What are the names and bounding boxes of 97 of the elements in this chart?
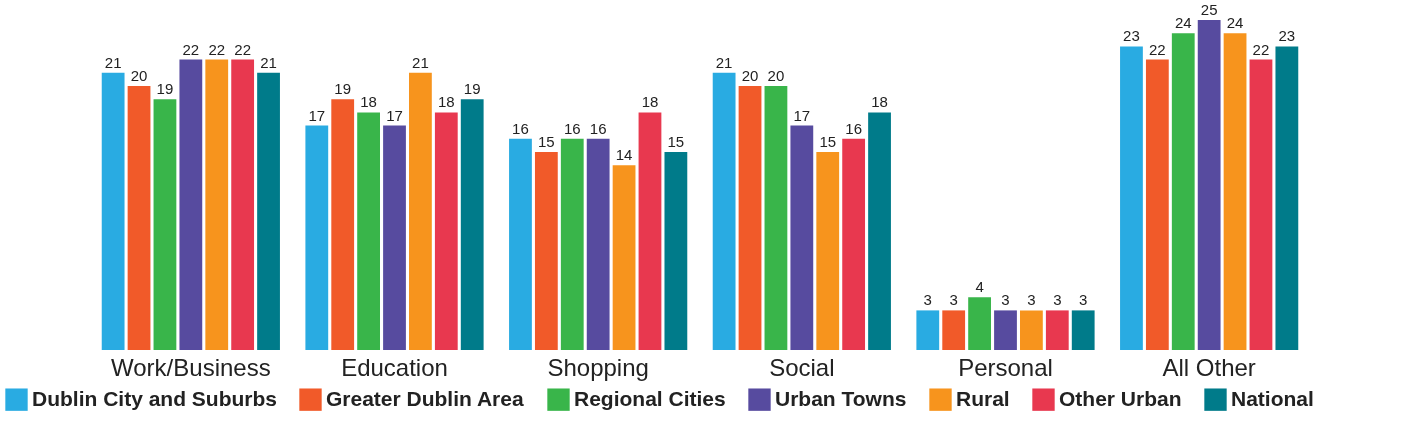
bar	[842, 138, 866, 350]
data-label: 21	[715, 53, 733, 71]
bar	[383, 125, 406, 350]
bar	[257, 72, 280, 350]
bar	[1223, 33, 1247, 350]
data-label: 18	[360, 93, 377, 111]
bar	[664, 152, 688, 350]
data-label: 22	[234, 40, 251, 58]
bar	[1197, 20, 1221, 350]
data-label: 23	[1278, 27, 1296, 45]
legend-label: Other Urban	[1059, 386, 1182, 410]
bar	[331, 99, 355, 350]
data-label: 3	[1079, 291, 1088, 309]
data-label: 15	[819, 133, 837, 150]
data-label: 15	[538, 133, 555, 150]
data-label: 17	[793, 106, 811, 124]
bar	[586, 138, 610, 350]
bar	[738, 86, 762, 350]
bar	[1045, 310, 1069, 350]
data-label: 16	[589, 119, 607, 137]
data-label: 17	[308, 106, 326, 124]
bar	[534, 152, 558, 350]
data-label: 16	[845, 119, 862, 137]
data-label: 14	[615, 146, 633, 164]
data-label: 15	[667, 133, 685, 150]
bar	[1249, 59, 1273, 350]
data-label: 18	[641, 93, 659, 111]
data-label: 18	[437, 93, 455, 111]
bar	[942, 310, 966, 350]
bar	[560, 138, 584, 350]
bar	[460, 99, 484, 350]
legend-label: Urban Towns	[775, 386, 907, 410]
data-label: 20	[741, 67, 759, 84]
x-tick-label: Shopping	[547, 353, 649, 381]
bar	[1020, 310, 1043, 350]
legend-label: Rural	[956, 386, 1010, 410]
bar	[868, 112, 891, 350]
bar	[994, 310, 1017, 350]
bar	[305, 125, 329, 350]
bar	[1171, 33, 1195, 350]
bar	[127, 86, 151, 350]
bar	[231, 59, 255, 350]
data-label: 3	[1053, 291, 1062, 309]
bar	[1275, 46, 1299, 350]
data-label: 3	[1001, 291, 1010, 309]
bar	[612, 165, 636, 350]
data-label: 18	[871, 93, 888, 111]
legend-label: Dublin City and Suburbs	[32, 386, 277, 410]
data-label: 3	[949, 291, 958, 309]
bar	[179, 59, 203, 350]
bar	[357, 112, 380, 350]
bar	[434, 112, 458, 350]
bar	[764, 86, 788, 350]
data-label: 3	[1027, 291, 1036, 309]
bar	[1071, 310, 1095, 350]
x-tick-label: Personal	[958, 353, 1053, 381]
data-label: 3	[923, 291, 932, 309]
legend-label: Regional Cities	[574, 386, 726, 410]
data-label: 25	[1200, 1, 1218, 18]
bar	[153, 99, 177, 350]
bar	[409, 72, 432, 350]
data-label: 17	[386, 106, 403, 124]
bar	[205, 59, 229, 350]
data-label: 23	[1123, 27, 1140, 45]
data-label: 22	[1149, 40, 1166, 58]
bar	[638, 112, 662, 350]
data-label: 19	[156, 80, 174, 98]
bar	[712, 72, 736, 350]
x-tick-label: All Other	[1162, 353, 1256, 381]
bar	[790, 125, 814, 350]
bar	[1120, 46, 1143, 350]
data-label: 21	[104, 53, 122, 71]
x-tick-label: Work/Business	[111, 353, 271, 381]
data-label: 19	[334, 80, 352, 98]
bar	[509, 138, 532, 350]
bar	[1145, 59, 1169, 350]
data-label: 19	[463, 80, 481, 98]
data-label: 22	[208, 40, 226, 58]
data-label: 20	[130, 67, 148, 84]
data-label: 24	[1174, 14, 1192, 32]
bar	[101, 72, 125, 350]
data-label: 22	[1252, 40, 1270, 58]
data-label: 21	[412, 53, 429, 71]
data-label: 16	[563, 119, 581, 137]
data-label: 21	[260, 53, 277, 71]
legend-label: Greater Dublin Area	[326, 386, 524, 410]
data-label: 16	[512, 119, 529, 137]
data-label: 24	[1226, 14, 1244, 32]
data-label: 20	[767, 67, 785, 84]
bar	[816, 152, 840, 350]
data-label: 4	[975, 278, 984, 296]
data-label: 22	[182, 40, 200, 58]
legend-label: National	[1231, 386, 1314, 410]
bar	[968, 297, 991, 350]
x-tick-label: Education	[341, 353, 448, 381]
bar	[916, 310, 940, 350]
x-tick-label: Social	[769, 353, 835, 381]
